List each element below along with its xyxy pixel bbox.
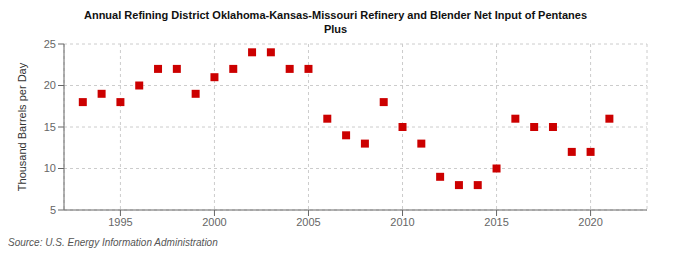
svg-text:10: 10	[44, 162, 56, 174]
svg-text:2010: 2010	[390, 216, 414, 228]
svg-text:2015: 2015	[484, 216, 508, 228]
svg-text:2000: 2000	[202, 216, 226, 228]
svg-text:5: 5	[50, 204, 56, 216]
svg-text:20: 20	[44, 79, 56, 91]
html-text:Annual Refining District Oklah: Annual Refining District Oklahoma-Kansas…	[84, 9, 587, 21]
svg-text:2020: 2020	[578, 216, 602, 228]
svg-text:2005: 2005	[296, 216, 320, 228]
svg-text:15: 15	[44, 121, 56, 133]
svg-text:1995: 1995	[108, 216, 132, 228]
html-text:Source: U.S. Energy Informatio: Source: U.S. Energy Information Administ…	[8, 237, 218, 248]
svg-text:Thousand Barrels per Day: Thousand Barrels per Day	[16, 62, 28, 191]
html-text:Plus: Plus	[323, 23, 348, 35]
svg-text:25: 25	[44, 38, 56, 50]
